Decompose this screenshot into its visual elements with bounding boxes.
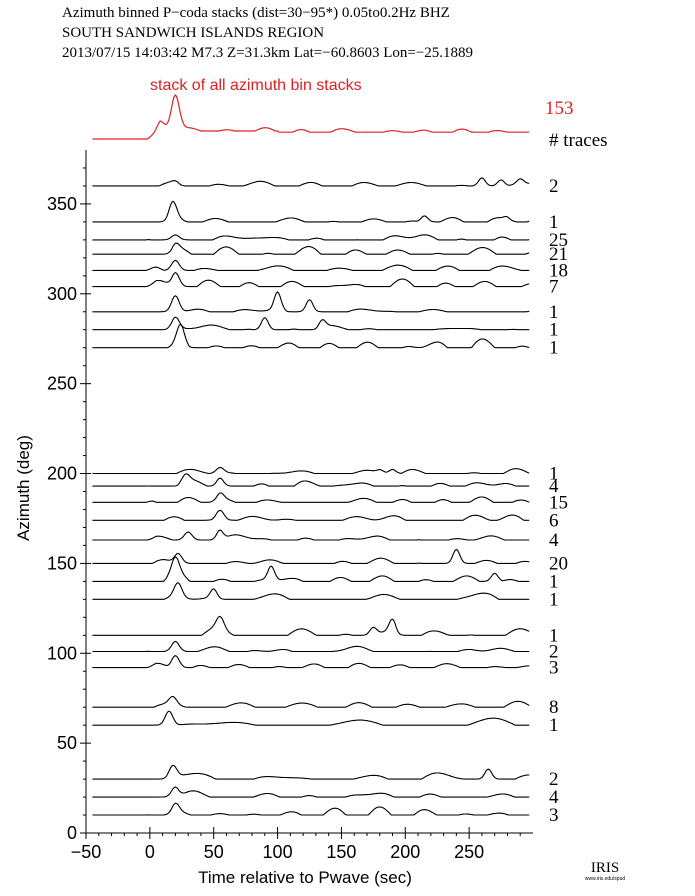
trace-line-az-322 — [92, 242, 530, 255]
trace-line-az-270 — [92, 323, 530, 349]
trace-line-az-340 — [92, 200, 530, 223]
trace-count-header: # traces — [549, 130, 608, 151]
plot-frame — [85, 150, 533, 834]
stack-label: stack of all azimuth bin stacks — [150, 77, 362, 94]
trace-line-az-200 — [92, 466, 530, 475]
trace-line-az-163 — [92, 529, 530, 541]
trace-line-az-304 — [92, 271, 530, 288]
x-tick-label: 0 — [145, 842, 155, 862]
trace-count-az-313: 18 — [549, 260, 568, 281]
trace-count-az-340: 1 — [549, 212, 559, 233]
trace-group — [92, 177, 530, 816]
title-line-1: Azimuth binned P−coda stacks (dist=30−95… — [62, 5, 450, 21]
x-tick-label: 150 — [326, 842, 356, 862]
x-tick-label: 200 — [390, 842, 420, 862]
trace-count-az-150: 20 — [549, 553, 568, 574]
trace-line-az-30 — [92, 764, 530, 780]
trace-count-az-330: 25 — [549, 230, 568, 251]
trace-count-az-30: 2 — [549, 769, 559, 790]
trace-count-az-280: 1 — [549, 320, 559, 341]
title-line-2: SOUTH SANDWICH ISLANDS REGION — [62, 25, 324, 41]
y-axis-label: Azimuth (deg) — [14, 435, 33, 541]
trace-line-az-10 — [92, 802, 530, 816]
trace-line-az-150 — [92, 548, 530, 564]
trace-line-az-140 — [92, 556, 530, 582]
y-tick-label: 0 — [67, 823, 77, 843]
trace-count-az-92: 3 — [549, 658, 559, 679]
trace-line-az-290 — [92, 291, 530, 313]
y-axis-ticks: 0 50 100 150 200 250 300 350 — [47, 167, 91, 843]
iris-logo: IRIS — [591, 860, 619, 876]
trace-count-az-70: 8 — [549, 697, 559, 718]
y-tick-label: 100 — [47, 643, 77, 663]
x-tick-label: 250 — [454, 842, 484, 862]
trace-line-az-193 — [92, 473, 530, 487]
stack-count: 153 — [545, 98, 574, 119]
trace-line-az-184 — [92, 492, 530, 503]
trace-count-az-270: 1 — [549, 338, 559, 359]
trace-count-az-304: 7 — [549, 277, 559, 298]
y-tick-label: 150 — [47, 553, 77, 573]
trace-line-az-174 — [92, 509, 530, 521]
x-axis-label: Time relative to Pwave (sec) — [198, 868, 412, 887]
x-tick-label: 50 — [204, 842, 224, 862]
trace-count-az-184: 15 — [549, 492, 568, 513]
trace-line-az-280 — [92, 316, 530, 331]
trace-count-az-163: 4 — [549, 530, 559, 551]
y-tick-label: 50 — [57, 733, 77, 753]
trace-count-az-110: 1 — [549, 625, 559, 646]
trace-line-az-130 — [92, 582, 530, 600]
x-tick-label: −50 — [71, 842, 102, 862]
trace-count-az-60: 1 — [549, 715, 559, 736]
x-axis-ticks: −50 0 50 100 150 200 250 — [71, 827, 521, 862]
trace-line-az-20 — [92, 786, 530, 798]
trace-count-az-10: 3 — [549, 805, 559, 826]
trace-line-az-101 — [92, 640, 530, 653]
trace-line-az-60 — [92, 710, 530, 726]
trace-count-az-322: 21 — [549, 244, 568, 265]
trace-count-az-360: 2 — [549, 176, 559, 197]
x-tick-label: 100 — [263, 842, 293, 862]
y-tick-label: 200 — [47, 464, 77, 484]
trace-line-az-92 — [92, 654, 530, 669]
trace-count-az-200: 1 — [549, 464, 559, 485]
trace-line-az-70 — [92, 695, 530, 708]
trace-line-az-330 — [92, 234, 530, 241]
y-tick-label: 250 — [47, 374, 77, 394]
trace-count-az-290: 1 — [549, 302, 559, 323]
trace-count-az-101: 2 — [549, 641, 559, 662]
iris-logo-url: www.iris.edu/spud — [585, 876, 626, 882]
trace-count-az-140: 1 — [549, 571, 559, 592]
title-line-3: 2013/07/15 14:03:42 M7.3 Z=31.3km Lat=−6… — [62, 45, 473, 61]
trace-line-az-313 — [92, 259, 530, 271]
trace-count-az-174: 6 — [549, 510, 559, 531]
y-tick-label: 350 — [47, 194, 77, 214]
trace-count-az-20: 4 — [549, 787, 559, 808]
trace-count-az-130: 1 — [549, 589, 559, 610]
y-tick-label: 300 — [47, 284, 77, 304]
stack-trace — [92, 94, 530, 140]
trace-line-az-360 — [92, 177, 530, 187]
trace-line-az-110 — [92, 615, 530, 636]
trace-count-az-193: 4 — [549, 476, 559, 497]
